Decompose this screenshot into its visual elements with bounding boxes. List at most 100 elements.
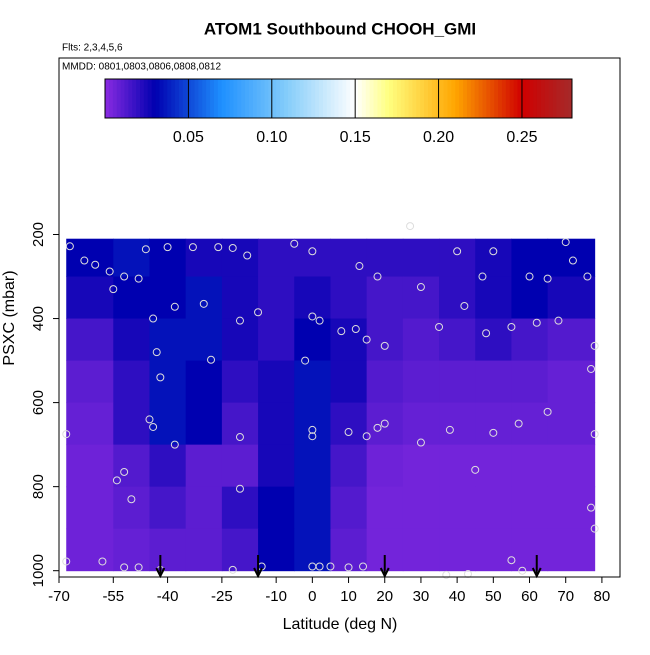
- heat-cell: [511, 276, 549, 320]
- colorbar-swatch: [357, 79, 363, 118]
- colorbar-swatch: [136, 79, 141, 118]
- heat-cell: [294, 238, 331, 278]
- arrow-marker: [379, 555, 390, 579]
- heat-cell: [221, 444, 259, 488]
- colorbar-tick-label: 0.10: [256, 129, 287, 146]
- sample-point: [525, 272, 534, 281]
- heat-cell: [294, 360, 331, 404]
- sample-point: [406, 222, 415, 231]
- heat-cell: [258, 486, 295, 530]
- colorbar-swatch: [105, 79, 110, 118]
- sample-point: [351, 325, 360, 334]
- colorbar-swatch: [564, 79, 569, 118]
- sample-point: [170, 302, 179, 311]
- heat-cell: [258, 528, 295, 572]
- colorbar-swatch: [540, 79, 546, 118]
- colorbar-swatch: [552, 79, 557, 118]
- sample-point: [362, 432, 371, 441]
- colorbar-swatch: [334, 79, 339, 118]
- sample-point: [163, 243, 172, 252]
- x-tick-label: 40: [449, 588, 466, 605]
- heat-cell: [221, 402, 259, 446]
- colorbar-swatch: [509, 79, 515, 118]
- colorbar-swatch: [175, 79, 180, 118]
- colorbar-swatch: [369, 79, 375, 118]
- colorbar-swatch: [338, 79, 343, 118]
- heat-cell: [402, 276, 440, 320]
- colorbar-swatch: [276, 79, 281, 118]
- heat-cell: [66, 444, 114, 488]
- colorbar-swatch: [478, 79, 483, 118]
- heat-cell: [475, 360, 512, 404]
- colorbar-swatch: [439, 79, 445, 118]
- colorbar-swatch: [190, 79, 196, 118]
- heat-cell: [402, 238, 440, 278]
- colorbar-swatch: [560, 79, 565, 118]
- sample-point: [243, 251, 252, 260]
- colorbar-swatch: [474, 79, 480, 118]
- colorbar-swatch: [295, 79, 301, 118]
- sample-point: [507, 322, 516, 331]
- colorbar-swatch: [354, 79, 359, 118]
- colorbar-swatch: [108, 79, 114, 118]
- colorbar-swatch: [443, 79, 448, 118]
- colorbar-swatch: [330, 79, 336, 118]
- heat-cell: [113, 276, 150, 320]
- colorbar-swatch: [280, 79, 285, 118]
- colorbar-swatch: [556, 79, 561, 118]
- heat-cell: [330, 238, 368, 278]
- sample-point: [120, 563, 129, 572]
- colorbar-swatch: [529, 79, 534, 118]
- heat-cell: [66, 402, 114, 446]
- heat-cell: [547, 444, 596, 488]
- sample-point: [112, 476, 121, 485]
- heat-cell: [185, 318, 223, 362]
- chart-title: ATOM1 Southbound CHOOH_GMI: [204, 19, 476, 38]
- heat-cell: [258, 276, 295, 320]
- x-tick-label: 80: [594, 588, 611, 605]
- heat-cell: [547, 402, 596, 446]
- colorbar-swatch: [501, 79, 507, 118]
- colorbar-swatch: [143, 79, 149, 118]
- heat-cell: [547, 318, 596, 362]
- y-tick-label: 600: [30, 390, 47, 415]
- heat-cell: [366, 360, 404, 404]
- colorbar-swatch: [412, 79, 417, 118]
- colorbar-swatch: [120, 79, 125, 118]
- arrow-marker: [531, 555, 542, 579]
- sample-point: [554, 316, 563, 325]
- heat-cell: [547, 276, 596, 320]
- colorbar-swatch: [287, 79, 293, 118]
- heat-cell: [439, 276, 476, 320]
- colorbar-swatch: [256, 79, 262, 118]
- heat-cell: [330, 444, 368, 488]
- heat-cell: [511, 486, 549, 530]
- heat-cell: [149, 318, 187, 362]
- sample-point: [308, 247, 317, 256]
- colorbar-swatch: [361, 79, 367, 118]
- colorbar-swatch: [459, 79, 464, 118]
- heat-cell: [294, 528, 331, 572]
- colorbar-swatch: [463, 79, 468, 118]
- heat-cell: [185, 360, 223, 404]
- heat-cell: [258, 238, 295, 278]
- colorbar-swatch: [408, 79, 413, 118]
- sample-point: [152, 348, 161, 357]
- heat-cell: [294, 318, 331, 362]
- colorbar-swatch: [233, 79, 238, 118]
- heat-cell: [439, 402, 476, 446]
- colorbar-swatch: [268, 79, 273, 118]
- heat-cell: [366, 402, 404, 446]
- annotation: MMDD: 0801,0803,0806,0808,0812: [62, 62, 221, 73]
- heat-cell: [294, 486, 331, 530]
- colorbar-swatch: [206, 79, 211, 118]
- sample-point: [145, 415, 154, 424]
- sample-point: [583, 272, 592, 281]
- sample-point: [105, 267, 114, 276]
- sample-point: [65, 242, 74, 251]
- colorbar-swatch: [490, 79, 495, 118]
- heat-cell: [366, 238, 404, 278]
- heat-cell: [221, 360, 259, 404]
- colorbar-swatch: [385, 79, 390, 118]
- heat-cell: [402, 486, 440, 530]
